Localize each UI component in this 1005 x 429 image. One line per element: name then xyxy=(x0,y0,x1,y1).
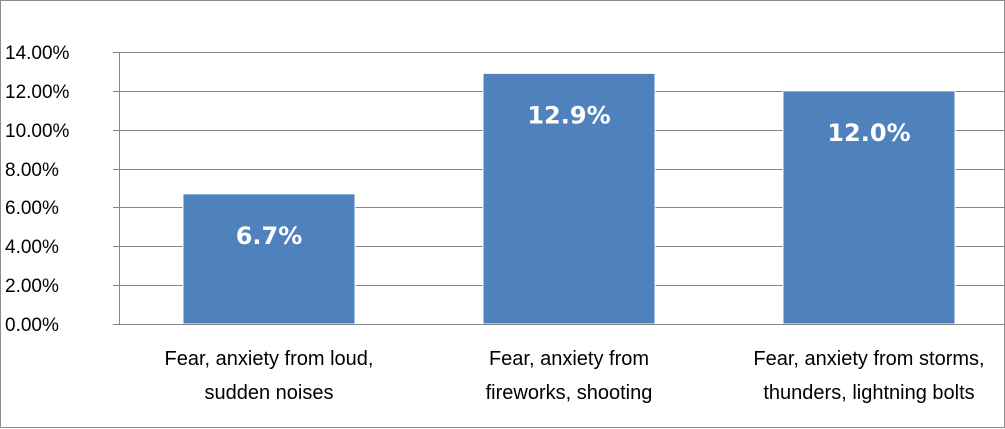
x-category-label: Fear, anxiety from loud, xyxy=(165,348,374,370)
y-tick-label: 0.00% xyxy=(5,315,59,336)
axes xyxy=(113,52,1005,325)
bar xyxy=(782,90,956,325)
x-category-label: thunders, lightning bolts xyxy=(763,382,974,404)
bars xyxy=(182,72,956,325)
y-tick-labels: 0.00% 2.00% 4.00% 6.00% 8.00% 10.00% 12.00% 14.… xyxy=(5,43,70,336)
y-tick-label: 12.00% xyxy=(5,82,70,103)
data-label: 12.9% xyxy=(527,101,610,129)
y-tick-label: 6.00% xyxy=(5,198,59,219)
x-category-label: sudden noises xyxy=(205,382,334,404)
data-labels: 6.7% 12.9% 12.0% xyxy=(236,101,911,249)
bar xyxy=(182,193,356,325)
y-tick-label: 8.00% xyxy=(5,160,59,181)
x-category-label: Fear, anxiety from storms, xyxy=(753,348,984,370)
bar xyxy=(482,72,656,325)
x-category-labels: Fear, anxiety from loud, sudden noises Fea… xyxy=(165,348,985,404)
x-category-label: Fear, anxiety from xyxy=(489,348,649,370)
y-tick-label: 4.00% xyxy=(5,237,59,258)
y-tick-label: 14.00% xyxy=(5,43,70,64)
data-label: 6.7% xyxy=(236,222,303,250)
data-label: 12.0% xyxy=(827,119,910,147)
y-tick-label: 2.00% xyxy=(5,276,59,297)
x-category-label: fireworks, shooting xyxy=(486,382,653,404)
y-tick-label: 10.00% xyxy=(5,121,70,142)
